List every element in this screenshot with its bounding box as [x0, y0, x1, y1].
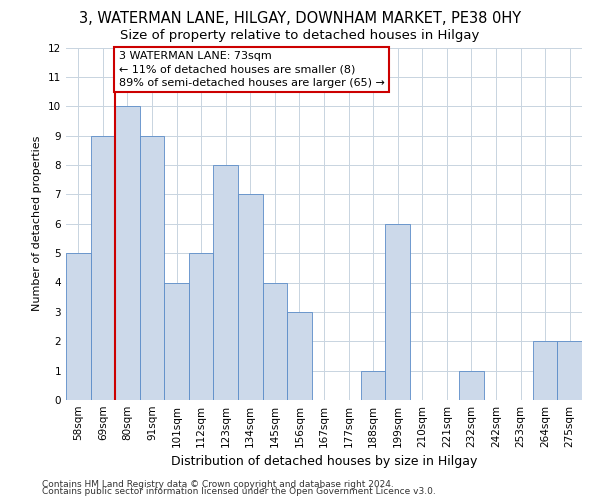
Text: Contains public sector information licensed under the Open Government Licence v3: Contains public sector information licen…	[42, 487, 436, 496]
Bar	[287, 312, 312, 400]
Bar	[361, 370, 385, 400]
Text: Contains HM Land Registry data © Crown copyright and database right 2024.: Contains HM Land Registry data © Crown c…	[42, 480, 394, 489]
Bar	[140, 136, 164, 400]
Bar	[91, 136, 115, 400]
Text: Size of property relative to detached houses in Hilgay: Size of property relative to detached ho…	[121, 29, 479, 42]
Bar	[459, 370, 484, 400]
Bar	[385, 224, 410, 400]
Bar	[557, 342, 582, 400]
Y-axis label: Number of detached properties: Number of detached properties	[32, 136, 43, 312]
Text: 3 WATERMAN LANE: 73sqm
← 11% of detached houses are smaller (8)
89% of semi-deta: 3 WATERMAN LANE: 73sqm ← 11% of detached…	[119, 52, 385, 88]
Bar	[533, 342, 557, 400]
Text: 3, WATERMAN LANE, HILGAY, DOWNHAM MARKET, PE38 0HY: 3, WATERMAN LANE, HILGAY, DOWNHAM MARKET…	[79, 11, 521, 26]
Bar	[189, 253, 214, 400]
Bar	[263, 282, 287, 400]
X-axis label: Distribution of detached houses by size in Hilgay: Distribution of detached houses by size …	[171, 456, 477, 468]
Bar	[66, 253, 91, 400]
Bar	[115, 106, 140, 400]
Bar	[238, 194, 263, 400]
Bar	[164, 282, 189, 400]
Bar	[214, 165, 238, 400]
